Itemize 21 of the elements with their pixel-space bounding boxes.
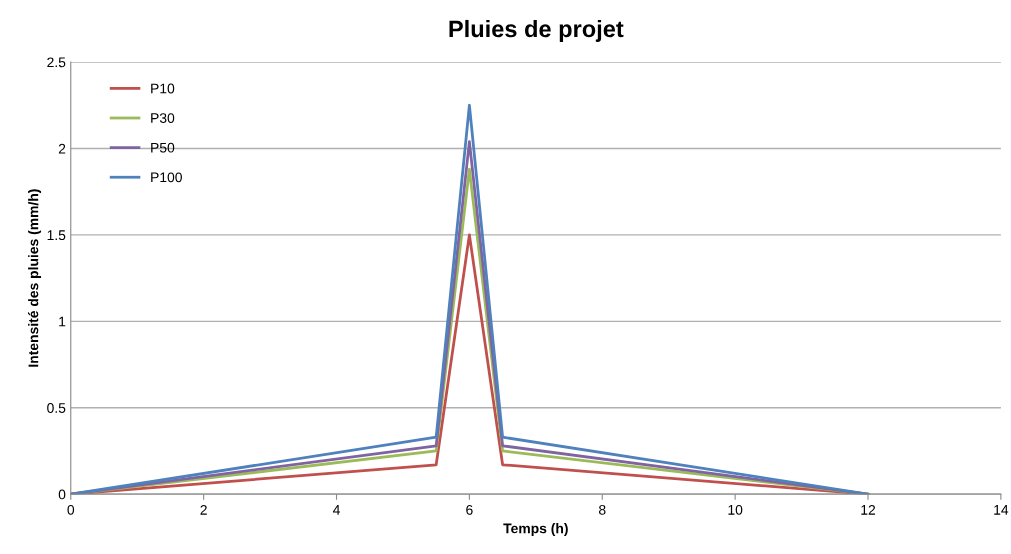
legend-label: P50 [151, 142, 175, 153]
legend-label: P100 [151, 172, 182, 183]
y-axis-title: Intensité des pluies (mm/h) [27, 189, 42, 367]
legend-label: P30 [151, 113, 175, 124]
y-tick-label: 1 [59, 316, 66, 327]
x-tick-label: 8 [599, 504, 606, 515]
legend-label: P10 [151, 83, 175, 94]
chart-title: Pluies de projet [449, 19, 624, 42]
x-tick-label: 14 [994, 505, 1009, 515]
y-tick-label: 0 [58, 489, 66, 500]
y-tick-label: 2 [58, 143, 66, 154]
x-tick-label: 2 [200, 504, 207, 515]
x-tick-label: 4 [332, 505, 340, 515]
x-axis-title: Temps (h) [503, 523, 568, 537]
y-tick-label: 1.5 [47, 230, 66, 241]
y-tick-label: 2.5 [47, 57, 66, 68]
x-tick-label: 0 [67, 504, 75, 515]
x-tick-label: 10 [728, 504, 743, 515]
x-tick-label: 12 [861, 504, 876, 515]
y-tick-label: 0.5 [47, 403, 66, 413]
x-tick-label: 6 [466, 504, 473, 515]
